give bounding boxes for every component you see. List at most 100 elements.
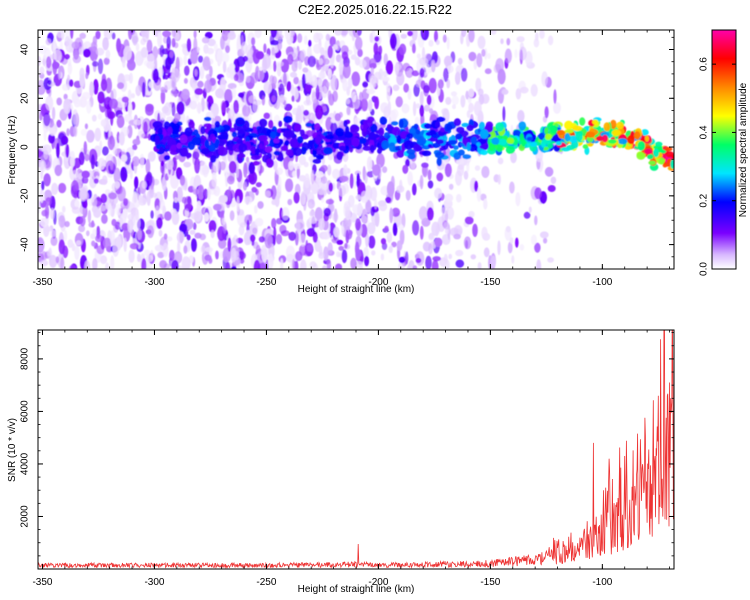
spectrogram-noise-cell (293, 76, 299, 85)
spectrogram-noise-cell (303, 109, 310, 116)
spectrogram-signal-cell (564, 132, 571, 142)
spectrogram-noise-cell (386, 181, 395, 197)
spectrogram-y-tick-label: 20 (20, 92, 31, 104)
spectrogram-noise-cell (456, 193, 462, 203)
spectrogram-noise-cell (204, 31, 213, 39)
spectrogram-noise-cell (164, 74, 169, 80)
spectrogram-signal-cell (455, 133, 463, 140)
spectrogram-noise-cell (252, 227, 258, 234)
spectrogram-signal-cell (403, 140, 414, 150)
spectrogram-noise-cell (127, 89, 132, 102)
spectrogram-noise-cell (547, 185, 556, 192)
spectrogram-noise-cell (476, 53, 483, 68)
spectrogram-noise-cell (251, 186, 257, 193)
spectrogram-noise-cell (172, 90, 181, 97)
spectrogram-noise-cell (201, 36, 210, 44)
spectrogram-signal-cell (366, 126, 371, 136)
spectrogram-noise-cell (220, 77, 227, 91)
spectrogram-signal-cell (644, 135, 650, 142)
spectrogram-signal-cell (273, 138, 280, 144)
spectrogram-signal-cell (506, 137, 514, 144)
spectrogram-noise-cell (228, 160, 237, 174)
spectrogram-noise-cell (407, 30, 414, 37)
spectrogram-noise-cell (395, 96, 403, 108)
spectrogram-signal-cell (312, 158, 322, 164)
spectrogram-noise-cell (57, 66, 62, 80)
spectrogram-noise-cell (389, 207, 394, 224)
spectrogram-noise-cell (179, 175, 186, 186)
spectrogram-noise-cell (67, 239, 74, 248)
spectrogram-noise-cell (367, 222, 376, 235)
spectrogram-noise-cell (50, 229, 57, 238)
spectrogram-noise-cell (43, 173, 51, 187)
spectrogram-noise-cell (111, 218, 117, 227)
spectrogram-noise-cell (242, 55, 249, 62)
spectrogram-noise-cell (184, 65, 190, 76)
spectrogram-signal-cell (167, 126, 173, 135)
spectrogram-signal-cell (236, 153, 246, 159)
spectrogram-noise-cell (399, 229, 405, 245)
spectrogram-noise-cell (74, 37, 84, 50)
spectrogram-noise-cell (210, 229, 215, 239)
spectrogram-noise-cell (94, 127, 102, 142)
spectrogram-noise-cell (423, 84, 430, 94)
spectrogram-noise-cell (84, 260, 91, 269)
spectrogram-noise-cell (105, 160, 115, 175)
spectrogram-noise-cell (287, 53, 294, 65)
spectrogram-noise-cell (422, 30, 425, 39)
spectrogram-noise-cell (46, 249, 51, 257)
spectrogram-noise-cell (466, 160, 470, 173)
spectrogram-noise-cell (132, 156, 140, 167)
spectrogram-noise-cell (233, 250, 240, 261)
spectrogram-signal-cell (292, 147, 303, 157)
spectrogram-noise-cell (86, 100, 92, 114)
spectrogram-noise-cell (325, 33, 330, 42)
spectrogram-noise-cell (460, 67, 468, 82)
spectrogram-noise-cell (38, 198, 41, 214)
spectrogram-signal-cell (200, 125, 206, 135)
spectrogram-noise-cell (320, 164, 328, 172)
spectrogram-noise-cell (97, 113, 103, 120)
spectrogram-noise-cell (73, 98, 81, 108)
spectrogram-noise-cell (128, 30, 133, 40)
snr-y-tick-label: 2000 (20, 505, 31, 528)
spectrogram-noise-cell (43, 127, 47, 141)
spectrogram-noise-cell (239, 222, 247, 228)
spectrogram-noise-cell (547, 257, 554, 263)
spectrogram-signal-cell (616, 121, 624, 130)
spectrogram-noise-cell (86, 129, 95, 143)
spectrogram-noise-cell (213, 203, 222, 211)
spectrogram-noise-cell (111, 32, 116, 40)
spectrogram-noise-cell (392, 222, 398, 236)
spectrogram-noise-cell (376, 153, 385, 168)
spectrogram-signal-cell (179, 134, 188, 144)
spectrogram-noise-cell (171, 259, 179, 269)
spectrogram-signal-cell (479, 144, 490, 150)
spectrogram-noise-cell (455, 259, 465, 268)
spectrogram-noise-cell (39, 259, 49, 267)
spectrogram-noise-cell (38, 159, 47, 173)
spectrogram-noise-cell (427, 169, 432, 181)
spectrogram-noise-cell (203, 188, 209, 200)
spectrogram-noise-cell (219, 161, 226, 171)
spectrogram-noise-cell (382, 166, 388, 174)
spectrogram-noise-cell (169, 249, 175, 262)
spectrogram-noise-cell (189, 229, 196, 235)
colorbar-ticks: 0.0 0.2 0.4 0.6 (699, 57, 736, 276)
spectrogram-noise-cell (190, 50, 198, 64)
spectrogram-noise-cell (243, 162, 248, 178)
spectrogram-noise-cell (353, 117, 361, 127)
spectrogram-noise-cell (257, 66, 265, 82)
spectrogram-noise-cell (323, 50, 329, 61)
spectrogram-noise-cell (321, 181, 329, 191)
spectrogram-noise-cell (108, 192, 117, 200)
spectrogram-noise-cell (279, 94, 285, 104)
spectrogram-noise-cell (421, 46, 426, 61)
spectrogram-noise-cell (455, 159, 465, 165)
spectrogram-signal-cell (448, 140, 458, 145)
spectrogram-noise-cell (254, 205, 258, 214)
spectrogram-noise-cell (483, 247, 490, 258)
spectrogram-noise-cell (396, 185, 405, 193)
spectrogram-signal-cell (238, 143, 248, 153)
spectrogram-noise-cell (350, 257, 357, 269)
